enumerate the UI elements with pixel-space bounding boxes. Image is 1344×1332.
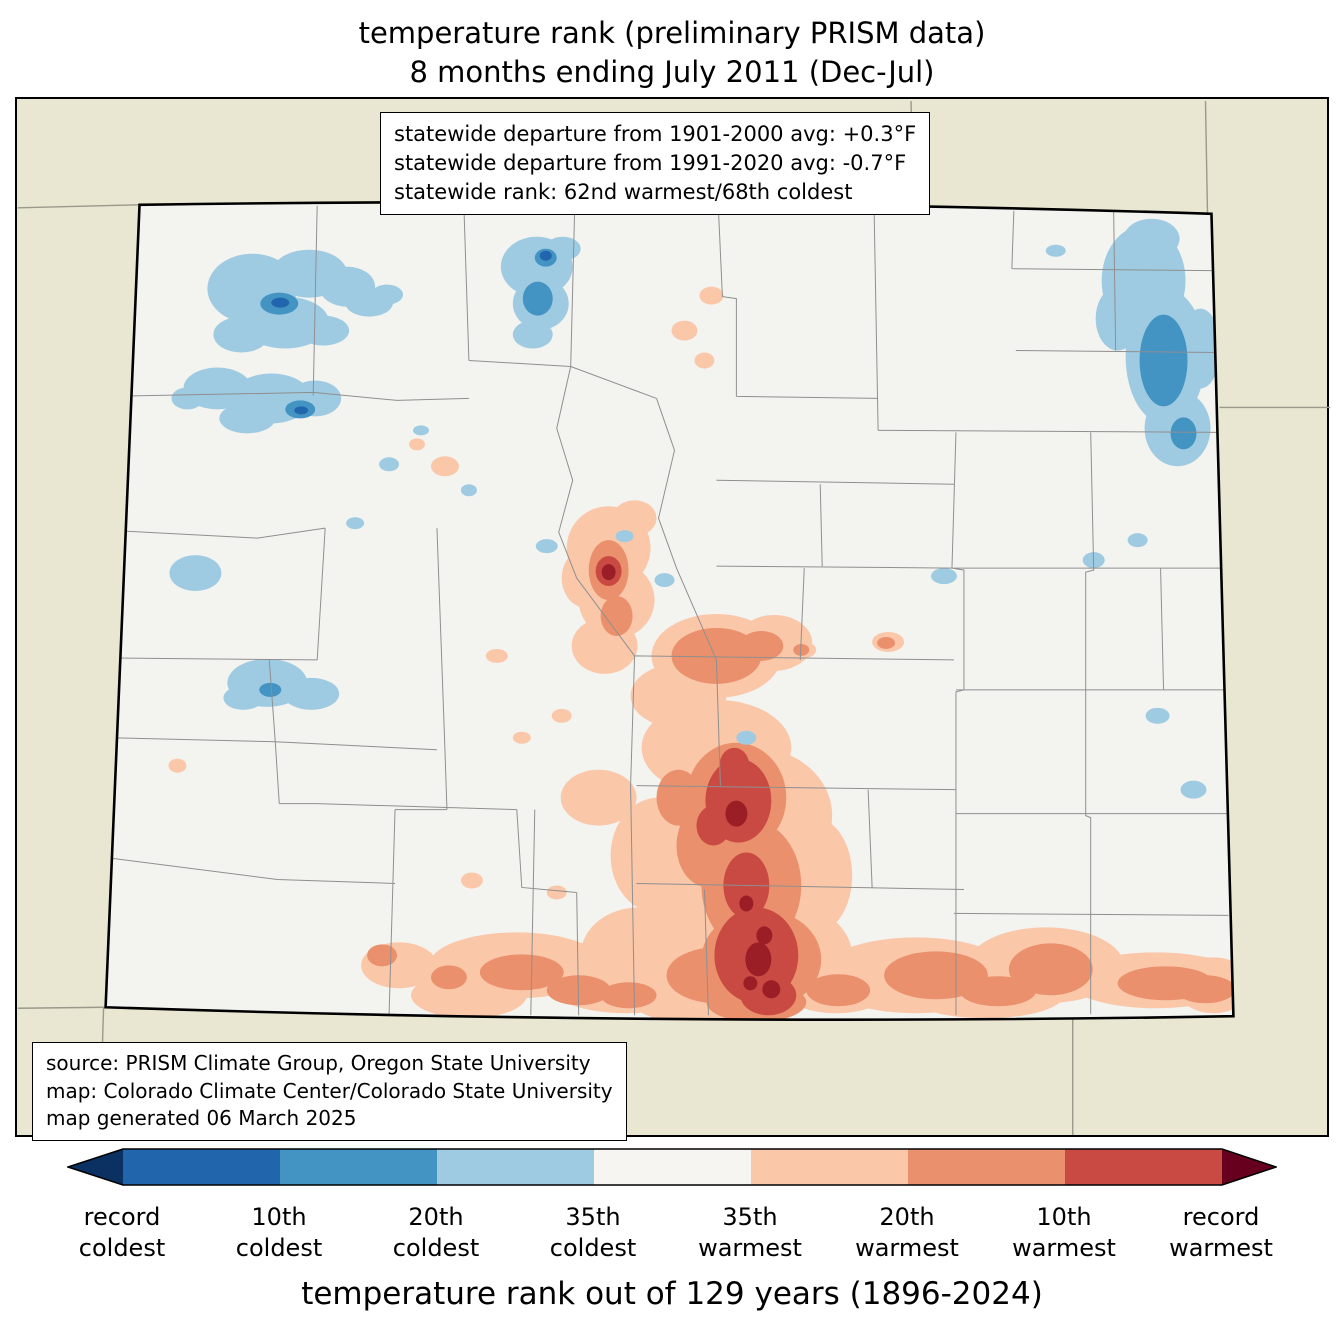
title-line-1: temperature rank (preliminary PRISM data… — [358, 16, 986, 50]
colorbar-segment-5 — [751, 1149, 908, 1185]
colorbar-segment-7 — [1065, 1149, 1222, 1185]
colorbar-outline — [65, 1148, 1279, 1186]
colorado-map — [17, 100, 1331, 1135]
colorbar-label-35th-warmest: 35th warmest — [698, 1203, 802, 1263]
map-frame: statewide departure from 1901-2000 avg: … — [15, 97, 1331, 1141]
source-line-1: source: PRISM Climate Group, Oregon Stat… — [46, 1051, 591, 1075]
colorbar-labels: record coldest 10th coldest 20th coldest 35… — [0, 1202, 1344, 1272]
colorbar-label-record-warmest: record warmest — [1169, 1203, 1273, 1263]
colorbar-caption: temperature rank out of 129 years (1896-… — [301, 1276, 1043, 1312]
map-region-dark-red — [601, 564, 781, 999]
colorbar-svg — [65, 1148, 1279, 1186]
colorbar — [65, 1146, 1279, 1188]
title-line-2: 8 months ending July 2011 (Dec-Jul) — [409, 55, 935, 90]
colorbar-label-record-coldest: record coldest — [78, 1203, 166, 1263]
map-region-dark-blue — [271, 250, 552, 415]
colorbar-segment-3 — [437, 1149, 594, 1185]
colorado-fill — [105, 202, 1234, 1020]
map-region-light-blue — [169, 218, 1221, 799]
source-box: source: PRISM Climate Group, Oregon Stat… — [32, 1042, 627, 1141]
stats-box: statewide departure from 1901-2000 avg: … — [380, 112, 931, 215]
stats-line-2: statewide departure from 1991-2020 avg: … — [394, 150, 907, 175]
source-line-2: map: Colorado Climate Center/Colorado St… — [46, 1078, 613, 1103]
figure-title: temperature rank (preliminary PRISM data… — [0, 14, 1344, 92]
county-boundaries — [105, 205, 1234, 1016]
colorbar-segment-4 — [594, 1149, 751, 1185]
colorbar-label-35th-coldest: 35th coldest — [549, 1203, 637, 1263]
colorbar-left-arrow — [68, 1149, 123, 1185]
colorbar-label-10th-warmest: 10th warmest — [1012, 1203, 1116, 1263]
stats-line-1: statewide departure from 1901-2000 avg: … — [394, 122, 917, 146]
colorbar-label-10th-coldest: 10th coldest — [235, 1203, 323, 1263]
colorbar-segment-2 — [280, 1149, 437, 1185]
colorbar-label-20th-coldest: 20th coldest — [392, 1203, 480, 1263]
source-line-3: map generated 06 March 2025 — [46, 1106, 357, 1131]
colorbar-right-arrow — [1222, 1149, 1276, 1185]
colorbar-label-20th-warmest: 20th warmest — [855, 1203, 959, 1263]
stats-line-3: statewide rank: 62nd warmest/68th coldes… — [394, 179, 853, 204]
colorbar-segment-6 — [908, 1149, 1065, 1185]
colorbar-segment-1 — [123, 1149, 280, 1185]
map-region-medium-blue — [259, 248, 1197, 697]
